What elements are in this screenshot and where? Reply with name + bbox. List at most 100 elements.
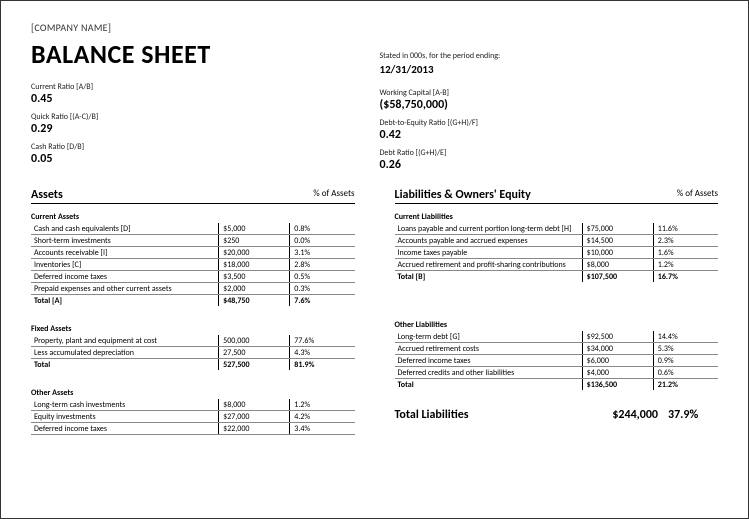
row-label: Deferred income taxes <box>31 271 219 283</box>
total-label: Total [A] <box>31 295 219 307</box>
row-pct: 0.0% <box>290 235 355 247</box>
total-amt: $136,500 <box>582 379 653 391</box>
row-amt: $18,000 <box>219 259 290 271</box>
metrics-right: Working Capital [A-B] ($58,750,000) Debt… <box>380 88 719 172</box>
sheet-title: BALANCE SHEET <box>31 38 370 70</box>
row-amt: $8,000 <box>582 259 653 271</box>
row-label: Long-term debt [G] <box>395 331 583 343</box>
row-amt: $250 <box>219 235 290 247</box>
total-liabilities-row: Total Liabilities $244,000 37.9% <box>395 408 719 422</box>
row-amt: $6,000 <box>582 355 653 367</box>
metric-label: Working Capital [A-B] <box>380 88 719 98</box>
row-label: Long-term cash investments <box>31 399 219 411</box>
metric-label: Quick Ratio [(A-C)/B] <box>31 112 370 122</box>
total-amt: $107,500 <box>582 271 653 283</box>
pct-header: % of Assets <box>677 188 718 202</box>
current-assets-title: Current Assets <box>31 212 355 222</box>
company-name: [COMPANY NAME] <box>31 21 370 34</box>
total-liab-label: Total Liabilities <box>395 408 589 422</box>
row-amt: $8,000 <box>219 399 290 411</box>
table-row: Accrued retirement costs$34,0005.3% <box>395 343 719 355</box>
table-row: Loans payable and current portion long-t… <box>395 223 719 235</box>
table-row: Less accumulated depreciation27,5004.3% <box>31 347 355 359</box>
row-label: Income taxes payable <box>395 247 583 259</box>
metric-value: 0.05 <box>31 152 370 166</box>
header-block: [COMPANY NAME] BALANCE SHEET Current Rat… <box>31 21 718 172</box>
table-row: Long-term debt [G]$92,50014.4% <box>395 331 719 343</box>
row-amt: $34,000 <box>582 343 653 355</box>
current-assets-table: Cash and cash equivalents [D]$5,0000.8%S… <box>31 223 355 306</box>
row-amt: 500,000 <box>219 335 290 347</box>
metric-label: Current Ratio [A/B] <box>31 82 370 92</box>
row-label: Prepaid expenses and other current asset… <box>31 283 219 295</box>
table-row: Prepaid expenses and other current asset… <box>31 283 355 295</box>
total-liab-amt: $244,000 <box>588 408 668 422</box>
table-row: Inventories [C]$18,0002.8% <box>31 259 355 271</box>
row-pct: 5.3% <box>653 343 718 355</box>
period-value: 12/31/2013 <box>380 63 719 76</box>
fixed-assets-table: Property, plant and equipment at cost500… <box>31 335 355 370</box>
row-label: Deferred credits and other liabilities <box>395 367 583 379</box>
row-label: Deferred income taxes <box>31 423 219 435</box>
period-label: Stated in 000s, for the period ending: <box>380 51 719 61</box>
fixed-assets-title: Fixed Assets <box>31 324 355 334</box>
total-row: Total527,50081.9% <box>31 359 355 371</box>
row-pct: 0.5% <box>290 271 355 283</box>
row-pct: 1.2% <box>290 399 355 411</box>
total-label: Total <box>395 379 583 391</box>
row-pct: 1.6% <box>653 247 718 259</box>
row-amt: $27,000 <box>219 411 290 423</box>
other-assets-table: Long-term cash investments$8,0001.2%Equi… <box>31 399 355 435</box>
row-pct: 2.3% <box>653 235 718 247</box>
metric-value: ($58,750,000) <box>380 98 719 112</box>
table-row: Short-term investments$2500.0% <box>31 235 355 247</box>
row-pct: 3.1% <box>290 247 355 259</box>
assets-header: Assets <box>31 188 63 202</box>
metric-value: 0.45 <box>31 92 370 106</box>
row-label: Equity investments <box>31 411 219 423</box>
table-row: Deferred income taxes$22,0003.4% <box>31 423 355 435</box>
row-pct: 0.8% <box>290 223 355 235</box>
row-label: Property, plant and equipment at cost <box>31 335 219 347</box>
row-pct: 11.6% <box>653 223 718 235</box>
total-pct: 7.6% <box>290 295 355 307</box>
row-amt: $14,500 <box>582 235 653 247</box>
table-row: Accrued retirement and profit-sharing co… <box>395 259 719 271</box>
row-amt: $4,000 <box>582 367 653 379</box>
table-row: Accounts receivable [I]$20,0003.1% <box>31 247 355 259</box>
row-label: Accrued retirement and profit-sharing co… <box>395 259 583 271</box>
table-row: Accounts payable and accrued expenses$14… <box>395 235 719 247</box>
table-row: Cash and cash equivalents [D]$5,0000.8% <box>31 223 355 235</box>
row-amt: $92,500 <box>582 331 653 343</box>
metrics-left: Current Ratio [A/B] 0.45 Quick Ratio [(A… <box>31 82 370 166</box>
assets-column: Assets % of Assets Current Assets Cash a… <box>31 172 385 435</box>
row-label: Loans payable and current portion long-t… <box>395 223 583 235</box>
total-pct: 81.9% <box>290 359 355 371</box>
liabilities-column: Liabilities & Owners' Equity % of Assets… <box>385 172 719 435</box>
metric-label: Debt Ratio [(G+H)/E] <box>380 148 719 158</box>
row-pct: 2.8% <box>290 259 355 271</box>
current-liab-title: Current Liabilities <box>395 212 719 222</box>
metric-label: Cash Ratio [D/B] <box>31 142 370 152</box>
row-pct: 77.6% <box>290 335 355 347</box>
row-label: Accounts payable and accrued expenses <box>395 235 583 247</box>
table-row: Long-term cash investments$8,0001.2% <box>31 399 355 411</box>
metric-value: 0.29 <box>31 122 370 136</box>
row-label: Less accumulated depreciation <box>31 347 219 359</box>
row-label: Accrued retirement costs <box>395 343 583 355</box>
table-row: Equity investments$27,0004.2% <box>31 411 355 423</box>
row-amt: $5,000 <box>219 223 290 235</box>
table-row: Deferred income taxes$6,0000.9% <box>395 355 719 367</box>
row-pct: 1.2% <box>653 259 718 271</box>
total-row: Total [A]$48,7507.6% <box>31 295 355 307</box>
row-pct: 0.9% <box>653 355 718 367</box>
total-amt: 527,500 <box>219 359 290 371</box>
table-row: Income taxes payable$10,0001.6% <box>395 247 719 259</box>
row-label: Cash and cash equivalents [D] <box>31 223 219 235</box>
metric-label: Debt-to-Equity Ratio [(G+H)/F] <box>380 118 719 128</box>
main-columns: Assets % of Assets Current Assets Cash a… <box>31 172 718 435</box>
row-label: Short-term investments <box>31 235 219 247</box>
metric-value: 0.26 <box>380 158 719 172</box>
row-pct: 0.6% <box>653 367 718 379</box>
total-liab-pct: 37.9% <box>668 408 718 422</box>
